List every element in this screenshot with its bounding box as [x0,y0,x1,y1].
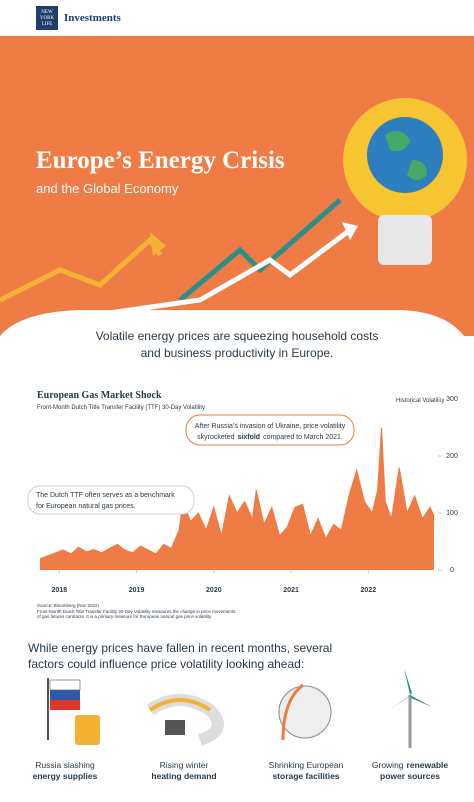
icon-pipe [146,694,224,746]
factor-text: Growing renewable [372,760,449,770]
icon-turbine [390,668,432,748]
annotation-bold: sixfold [238,434,261,441]
bulb-base [378,215,432,265]
annotation: skyrocketed sixfold compared to March 2021… [197,434,343,441]
hero-curve [0,310,474,355]
logo-text: LIFE [42,22,53,27]
logo-text: YORK [40,16,55,21]
icon-flag [47,678,100,745]
hero-title: Europe’s Energy Crisis [36,147,285,174]
arrow-head [342,222,358,240]
header [0,0,474,36]
annotation-box [27,485,195,515]
x-tick-label: 2018 [52,587,68,594]
logo-box[interactable] [36,6,58,30]
x-tick-label: 2020 [206,587,222,594]
source: Source: Bloomberg (Nov 2022). [37,603,100,608]
y-tick-label: 300 [446,396,458,403]
source: Front-Month Dutch Title Transfer Facilit… [37,609,236,614]
hero-subtitle: and the Global Economy [36,181,179,196]
y-tick-label: 0 [450,567,454,574]
area-line [39,427,435,560]
chart: European Gas Market Shock Front-Month Du… [37,390,458,594]
annotation: After Russia’s invasion of Ukraine, pric… [195,423,346,430]
logo-text: NEW [41,10,53,15]
source: of gas futures contracts. It is a primar… [37,614,212,619]
y-axis-label: Historical Volatility [396,398,444,404]
y-tick-label: 100 [446,510,458,517]
outlook-text: While energy prices have fallen in recen… [28,641,332,655]
globe-land [385,131,427,180]
y-tick-label: 200 [446,453,458,460]
factor-text: Shrinking European [269,760,344,770]
intro-text: Volatile energy prices are squeezing hou… [96,329,379,343]
factor-text: storage facilities [272,771,339,781]
outlook-text: factors could influence price volatility… [28,657,304,671]
annotation-part: skyrocketed [197,434,234,441]
annotation-box [185,414,355,446]
globe [367,117,443,193]
annotation-part: compared to March 2021. [263,434,343,441]
x-tick-label: 2019 [129,587,145,594]
chart-title: European Gas Market Shock [37,390,162,401]
brand: Investments [64,12,122,24]
annotation: The Dutch TTF often serves as a benchmar… [36,492,175,499]
arrow [178,198,342,302]
intro-text: and business productivity in Europe. [141,346,334,360]
arrow [59,228,352,323]
x-tick-label: 2021 [283,587,299,594]
factor-bold: renewable [407,760,449,770]
factor-text: Rising winter [160,760,209,770]
arrow-head [150,232,166,256]
factor-text: power sources [380,771,440,781]
chart-subtitle: Front-Month Dutch Title Transfer Facilit… [37,405,205,411]
x-tick-label: 2022 [361,587,377,594]
factor-text: Russia slashing [35,760,95,770]
factor-text: heating demand [151,771,216,781]
factor-text: energy supplies [33,771,98,781]
area-fill [40,427,434,570]
factor-part: Growing [372,760,404,770]
icon-tank [278,683,332,741]
annotation: for European natural gas prices. [36,503,136,510]
